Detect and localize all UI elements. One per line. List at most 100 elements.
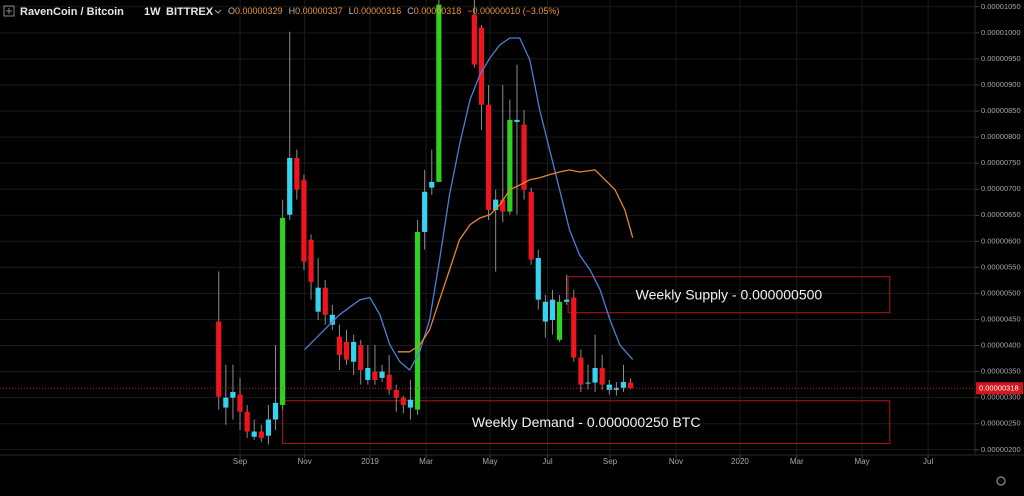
candle: [571, 289, 577, 362]
y-tick-label: 0.00000550: [981, 262, 1021, 271]
candle-body: [436, 4, 442, 182]
candle: [556, 294, 563, 342]
x-tick-label: May: [482, 457, 497, 466]
ohlc-value: 0.00000316: [354, 6, 402, 16]
candle: [407, 379, 414, 420]
candle-body: [351, 341, 357, 362]
candle: [322, 279, 328, 325]
candle-body: [606, 384, 612, 390]
y-tick-label: 0.00000650: [981, 210, 1021, 219]
candle-body: [599, 367, 605, 385]
candle: [578, 349, 584, 392]
y-tick-label: 0.00001000: [981, 28, 1021, 37]
candle: [223, 364, 229, 425]
candle: [343, 329, 350, 365]
ohlc-key: C: [407, 6, 414, 16]
candle: [627, 378, 634, 390]
symbol-title[interactable]: RavenCoin / Bitcoin: [20, 6, 124, 18]
candle: [294, 149, 300, 200]
candle-body: [485, 104, 492, 211]
y-tick-label: 0.00000450: [981, 314, 1021, 323]
candle-body: [287, 157, 293, 215]
candle-body: [429, 181, 435, 188]
candle-body: [329, 314, 335, 325]
candle-body: [493, 199, 499, 211]
candle: [230, 364, 236, 420]
ohlc-value: 0.00000329: [235, 6, 283, 16]
candle-body: [535, 257, 541, 300]
candle: [478, 25, 485, 130]
last-price-box: [976, 382, 1023, 395]
candle: [549, 289, 556, 335]
candle: [393, 384, 399, 412]
candle-body: [251, 431, 257, 437]
candle: [599, 354, 605, 390]
dropdown-caret[interactable]: [214, 9, 222, 14]
candle: [414, 219, 421, 415]
y-tick-label: 0.00000250: [981, 419, 1021, 428]
y-tick-label: 0.00000400: [981, 341, 1021, 350]
candle: [535, 249, 541, 310]
expand-icon[interactable]: [3, 5, 15, 17]
candle-body: [336, 336, 343, 355]
y-tick-label: 0.00000950: [981, 54, 1021, 63]
candle: [329, 304, 335, 330]
candle: [606, 379, 612, 395]
x-tick-label: Nov: [669, 457, 683, 466]
x-tick-label: Nov: [298, 457, 312, 466]
zone-label: Weekly Supply - 0.000000500: [636, 286, 823, 302]
candle: [372, 345, 378, 385]
zone-label: Weekly Demand - 0.000000250 BTC: [472, 414, 701, 430]
gear[interactable]: [996, 476, 1006, 486]
candle-body: [585, 382, 591, 384]
y-tick-label: 0.00000200: [981, 445, 1021, 454]
ohlc-value: 0.00000318: [414, 6, 462, 16]
candle: [500, 84, 506, 223]
candle: [258, 424, 264, 442]
candle-body: [265, 419, 272, 436]
candle-body: [407, 399, 414, 408]
x-tick-label: Jul: [542, 457, 552, 466]
candle-body: [322, 287, 328, 315]
candle: [287, 31, 293, 220]
candle: [244, 404, 250, 438]
candle: [521, 109, 527, 200]
candle-body: [237, 394, 243, 412]
candle-body: [223, 397, 229, 408]
zones: Weekly Supply - 0.000000500 Weekly Demand…: [282, 276, 891, 445]
candle-body: [500, 199, 506, 212]
settings-icon[interactable]: [996, 476, 1006, 486]
candle-body: [478, 27, 485, 105]
candle-body: [358, 345, 364, 371]
candle-body: [400, 397, 406, 405]
y-tick-label: 0.00001050: [981, 2, 1021, 11]
candle: [272, 345, 279, 430]
candle-body: [507, 119, 513, 212]
candle-body: [315, 287, 321, 312]
candle: [251, 419, 257, 440]
y-tick-label: 0.00000300: [981, 393, 1021, 402]
candle: [471, 0, 477, 68]
candle-body: [528, 191, 534, 260]
candle: [301, 174, 307, 270]
zone-box: [567, 276, 891, 314]
ohlc-value: 0.00000337: [295, 6, 343, 16]
candle-body: [542, 301, 548, 322]
ohlc-key: L: [349, 6, 354, 16]
y-tick-label: 0.00000850: [981, 106, 1021, 115]
candle: [422, 169, 428, 250]
candle: [485, 84, 492, 220]
moving-average-line: [304, 37, 634, 372]
candle-body: [379, 371, 385, 378]
x-tick-label: May: [855, 457, 870, 466]
candle-body: [258, 431, 264, 438]
candle-body: [613, 387, 619, 390]
exchange[interactable]: BITTREX: [166, 6, 214, 18]
candle: [564, 274, 570, 305]
y-tick-label: 0.00000500: [981, 288, 1021, 297]
y-tick-label: 0.00000600: [981, 236, 1021, 245]
axes: 0.00000200 0.00000250 0.00000300 0.00000350…: [233, 2, 1023, 466]
x-tick-label: Jul: [923, 457, 933, 466]
interval[interactable]: 1W: [144, 6, 161, 18]
